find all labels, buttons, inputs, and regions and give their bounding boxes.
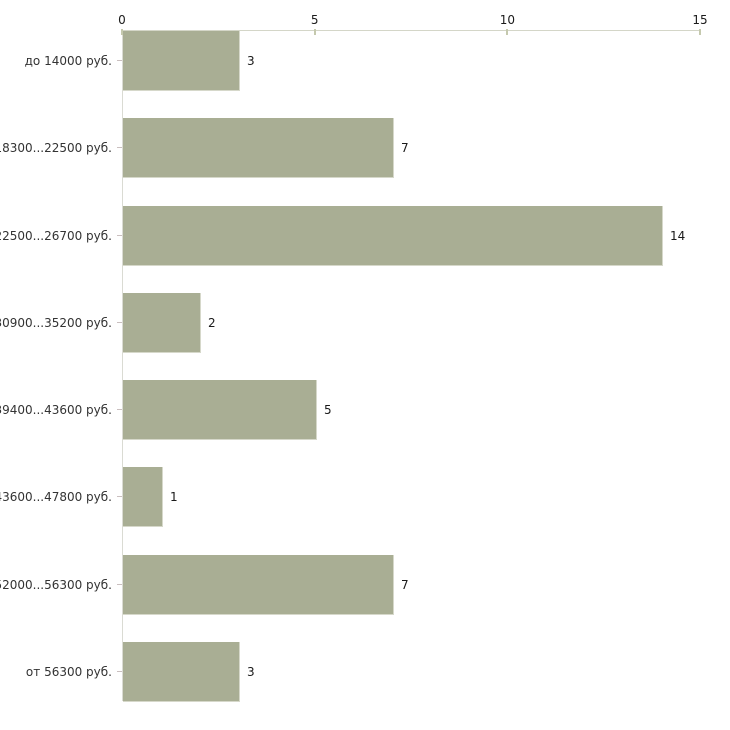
bar xyxy=(123,31,240,91)
value-label: 5 xyxy=(324,402,332,417)
category-label: 43600...47800 руб. xyxy=(0,489,112,504)
y-axis-tick-mark xyxy=(117,60,122,61)
category-label: от 56300 руб. xyxy=(25,664,112,679)
y-axis-tick-mark xyxy=(117,671,122,672)
value-label: 1 xyxy=(170,489,178,504)
value-label: 3 xyxy=(247,664,255,679)
x-axis-line xyxy=(122,30,701,31)
x-axis-tick-label: 5 xyxy=(310,13,319,27)
y-axis-tick-mark xyxy=(117,235,122,236)
y-axis-tick-mark xyxy=(117,496,122,497)
bar xyxy=(123,118,394,178)
x-axis-tick-mark xyxy=(506,29,509,35)
y-axis-tick-mark xyxy=(117,147,122,148)
bar xyxy=(123,293,201,353)
bar xyxy=(123,642,240,702)
bar xyxy=(123,467,163,527)
value-label: 2 xyxy=(208,315,216,330)
value-label: 7 xyxy=(401,577,409,592)
bar xyxy=(123,380,317,440)
x-axis-tick-mark xyxy=(121,29,123,35)
value-label: 14 xyxy=(670,228,686,243)
x-axis-tick-mark xyxy=(699,29,701,35)
category-label: до 14000 руб. xyxy=(24,53,112,68)
y-axis-line xyxy=(122,30,123,701)
category-label: 52000...56300 руб. xyxy=(0,577,112,592)
value-label: 7 xyxy=(401,140,409,155)
value-label: 3 xyxy=(247,53,255,68)
x-axis-tick-label: 0 xyxy=(118,13,126,27)
bar xyxy=(123,555,394,615)
bar xyxy=(123,206,663,266)
category-label: 39400...43600 руб. xyxy=(0,402,112,417)
y-axis-tick-mark xyxy=(117,322,122,323)
x-axis-tick-mark xyxy=(313,29,316,35)
category-label: 22500...26700 руб. xyxy=(0,228,112,243)
x-axis-tick-label: 15 xyxy=(692,13,708,27)
category-label: 30900...35200 руб. xyxy=(0,315,112,330)
y-axis-tick-mark xyxy=(117,584,122,585)
x-axis-tick-label: 10 xyxy=(499,13,515,27)
y-axis-tick-mark xyxy=(117,409,122,410)
category-label: 18300...22500 руб. xyxy=(0,140,112,155)
